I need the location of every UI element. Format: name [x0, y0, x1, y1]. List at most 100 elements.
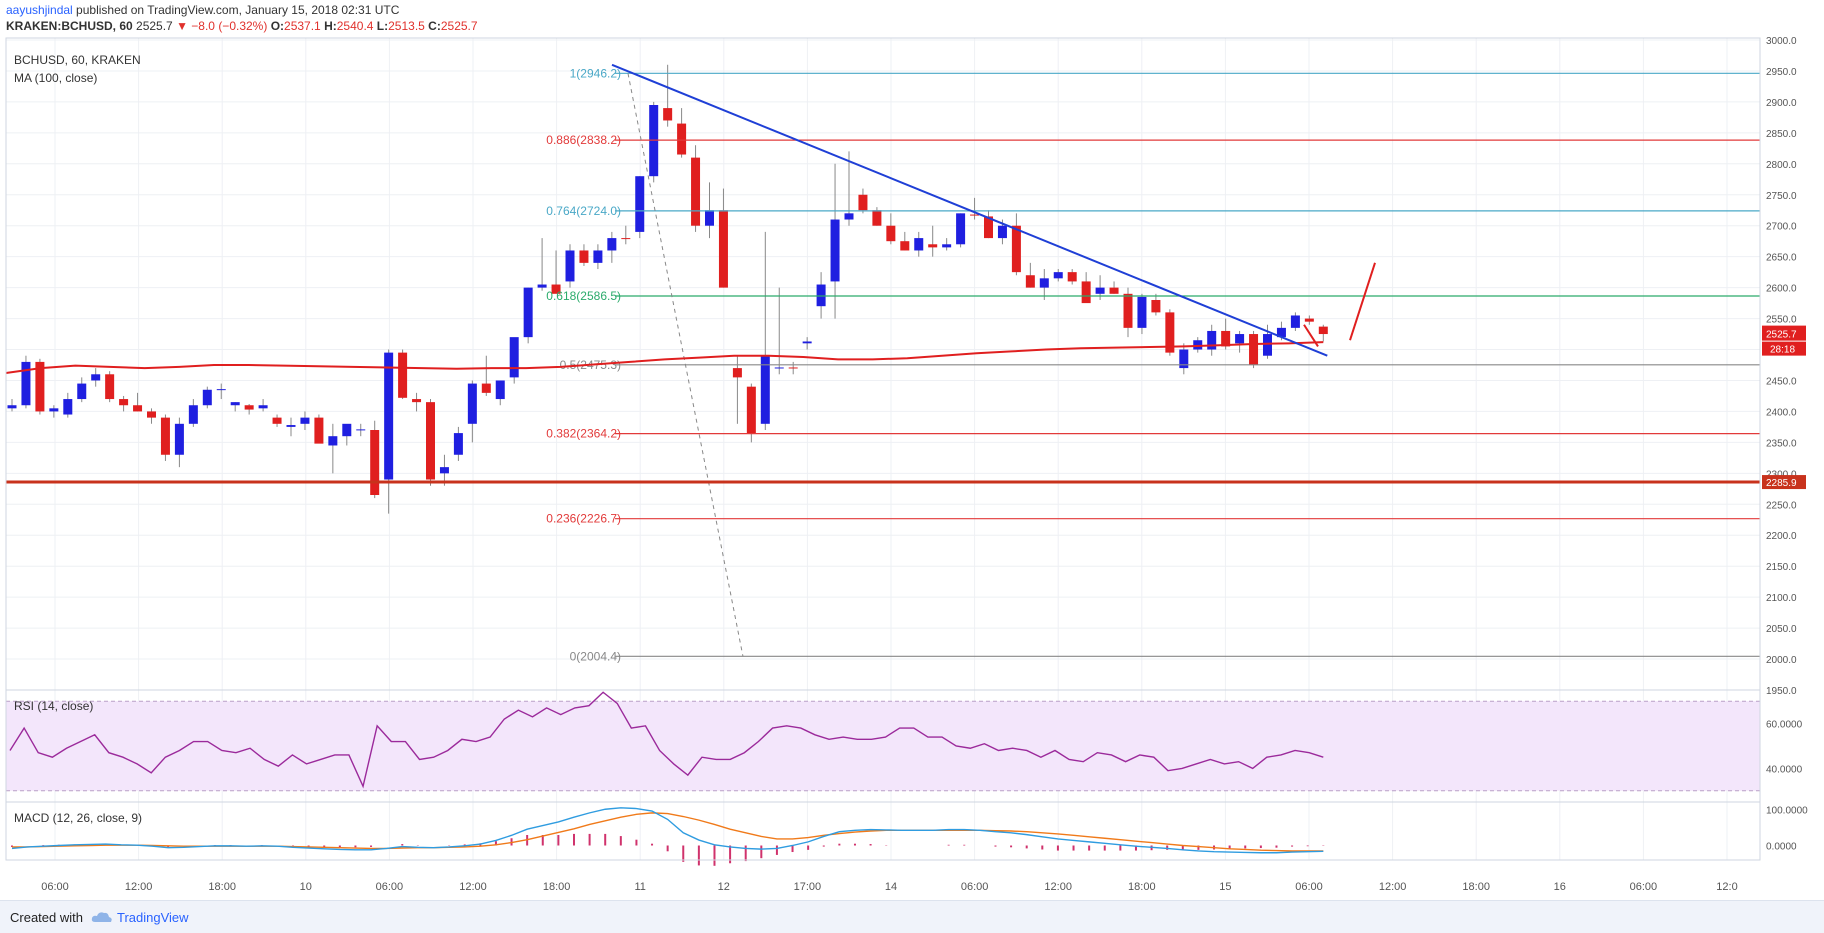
y-tick-label: 2350.0 — [1766, 438, 1797, 449]
candle-body — [314, 417, 324, 444]
candle-body — [942, 244, 952, 248]
fib-level-label: 0.382(2364.2) — [546, 427, 621, 441]
candle-body — [244, 405, 254, 410]
grid — [6, 38, 1760, 860]
candle-body — [551, 284, 561, 294]
y-tick-label: 2200.0 — [1766, 531, 1797, 542]
candle-body — [272, 417, 282, 424]
x-tick-label: 06:00 — [376, 881, 404, 893]
candle-body — [691, 157, 701, 226]
candle-body — [677, 123, 687, 155]
symbol-label: KRAKEN:BCHUSD, 60 — [6, 19, 133, 33]
fib-level-label: 0.764(2724.0) — [546, 204, 621, 218]
candle-body — [21, 361, 31, 406]
candle-body — [384, 352, 394, 480]
candle-body — [1095, 287, 1105, 294]
author-link[interactable]: aayushjindal — [6, 3, 73, 17]
candle-body — [412, 399, 422, 403]
candle-body — [872, 210, 882, 226]
x-tick-label: 18:00 — [208, 881, 236, 893]
open-value: 2537.1 — [284, 19, 321, 33]
candle-body — [1290, 315, 1300, 328]
candle-body — [635, 176, 645, 232]
candle-body — [886, 225, 896, 242]
candle-body — [35, 361, 45, 412]
countdown-label: 28:18 — [1770, 345, 1795, 356]
macd-title: MACD (12, 26, close, 9) — [14, 811, 142, 825]
candle-body — [705, 210, 714, 226]
chart-header: aayushjindal published on TradingView.co… — [6, 2, 478, 34]
candle-body — [928, 244, 938, 248]
candle-body — [844, 213, 854, 220]
candle-body — [1249, 334, 1259, 365]
candle-body — [1137, 296, 1147, 328]
candle-body — [1235, 334, 1245, 344]
cloud-icon — [91, 912, 112, 922]
candle-body — [370, 430, 380, 495]
candle-body — [802, 341, 812, 344]
last-price: 2525.7 — [136, 19, 173, 33]
y-tick-label: 2000.0 — [1766, 655, 1797, 666]
candle-body — [1011, 225, 1021, 273]
candle-body — [1039, 278, 1049, 288]
fib-level-label: 0.618(2586.5) — [546, 289, 621, 303]
candle-body — [607, 238, 617, 251]
y-tick-label: 2950.0 — [1766, 67, 1797, 78]
y-tick-label: 2050.0 — [1766, 624, 1797, 635]
candle-body — [439, 467, 449, 474]
candle-body — [356, 429, 366, 431]
x-tick-label: 18:00 — [543, 881, 571, 893]
candle-body — [495, 380, 505, 400]
candle-body — [1193, 340, 1203, 350]
y-tick-label: 3000.0 — [1766, 36, 1797, 47]
annotation-stroke — [1349, 262, 1376, 341]
y-tick-label: 2600.0 — [1766, 284, 1797, 295]
close-label: C: — [428, 19, 441, 33]
y-tick-label: 2650.0 — [1766, 253, 1797, 264]
candle-body — [788, 367, 798, 369]
candle-body — [523, 287, 533, 338]
candle-body — [816, 284, 826, 307]
candle-body — [202, 389, 212, 406]
open-label: O: — [270, 19, 285, 33]
candle-body — [105, 374, 115, 400]
candle-body — [1123, 293, 1133, 328]
countdown-tag — [1762, 341, 1806, 356]
y-tick-label: 2900.0 — [1766, 98, 1797, 109]
ma-100-line — [5, 341, 1324, 375]
fib-level-label: 0(2004.4) — [570, 649, 621, 663]
created-with-label: Created with — [10, 909, 83, 925]
x-tick-label: 12:00 — [459, 881, 487, 893]
candle-body — [216, 389, 226, 391]
macd-tick-label: 100.0000 — [1766, 805, 1808, 816]
fib-level-label: 1(2946.2) — [570, 66, 621, 80]
candle-body — [858, 194, 868, 211]
macd-pane[interactable]: MACD (12, 26, close, 9) — [11, 807, 1325, 866]
y-tick-label: 2450.0 — [1766, 376, 1797, 387]
brand-label: TradingView — [116, 909, 189, 925]
fib-level-label: 0.236(2226.7) — [546, 512, 621, 526]
macd-tick-label: 0.0000 — [1766, 842, 1797, 853]
candle-body — [258, 405, 268, 409]
y-tick-label: 2400.0 — [1766, 407, 1797, 418]
candle-body — [997, 225, 1007, 239]
price-pane[interactable]: 1(2946.2) 0.886(2838.2) 0.764(2724.0) 0.618… — [5, 63, 1760, 664]
candle-body — [1165, 312, 1175, 353]
candle-body — [830, 219, 840, 282]
main-title: BCHUSD, 60, KRAKEN — [14, 53, 141, 67]
candle-body — [147, 411, 156, 418]
rsi-title: RSI (14, close) — [14, 699, 93, 713]
candle-body — [91, 374, 101, 381]
rsi-line — [9, 691, 1324, 789]
candle-body — [230, 402, 240, 406]
candle-body — [1179, 349, 1189, 369]
tradingview-logo[interactable]: TradingView — [91, 910, 189, 925]
rsi-pane[interactable]: RSI (14, close) — [6, 691, 1760, 792]
x-tick-label: 12 — [718, 881, 730, 893]
candle-body — [398, 352, 408, 398]
candle-body — [1221, 330, 1231, 347]
footer: Created with TradingView — [0, 900, 1824, 933]
candle-body — [956, 213, 966, 245]
chart-canvas[interactable]: 1(2946.2) 0.886(2838.2) 0.764(2724.0) 0.618… — [0, 0, 1824, 900]
candle-body — [7, 405, 17, 409]
